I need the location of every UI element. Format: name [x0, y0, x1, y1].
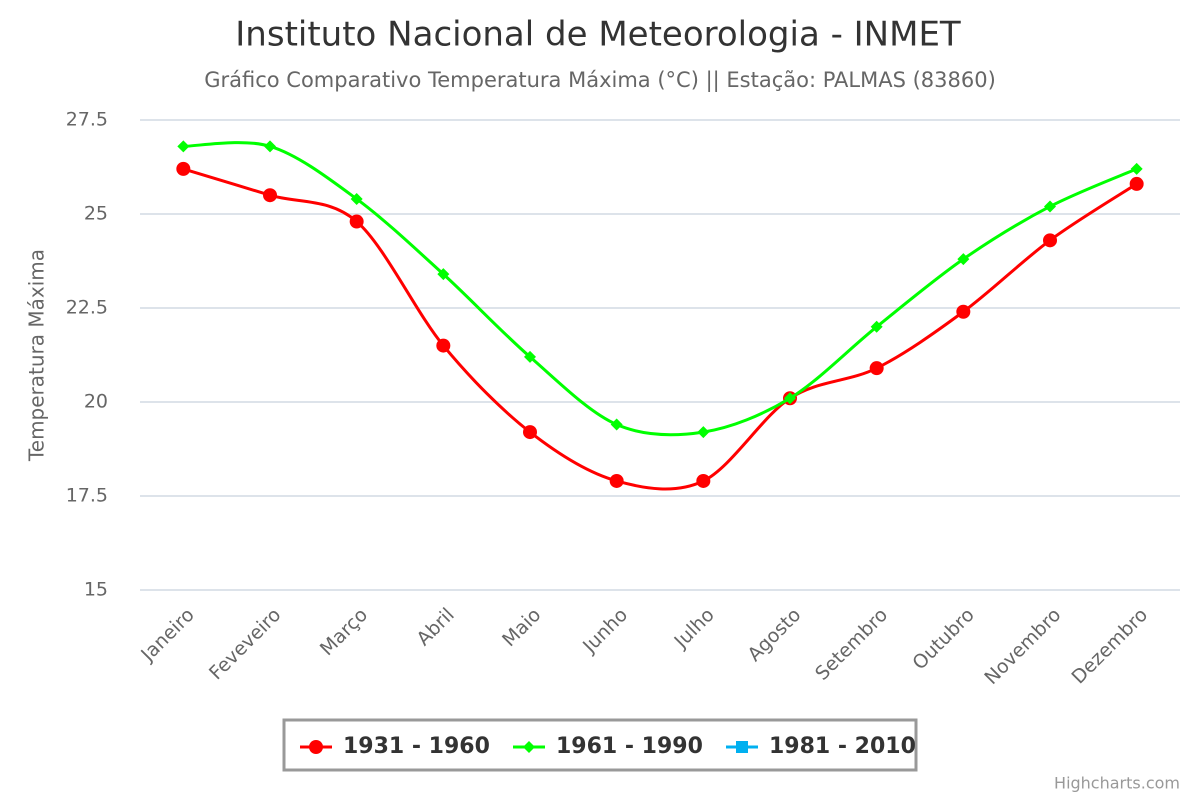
marker — [436, 338, 451, 353]
x-tick-label: Agosto — [743, 604, 805, 666]
marker — [523, 425, 537, 440]
x-tick-label: Janeiro — [136, 604, 198, 666]
x-tick-label: Março — [316, 604, 372, 660]
marker — [956, 304, 971, 319]
marker — [869, 361, 884, 376]
x-tick-label: Julho — [670, 604, 719, 653]
y-axis-title: Temperatura Máxima — [25, 249, 49, 462]
x-tick-label: Outubro — [908, 604, 978, 674]
legend-label: 1961 - 1990 — [556, 734, 703, 759]
marker — [784, 392, 796, 405]
marker — [437, 268, 450, 281]
x-tick-label: Junho — [578, 604, 632, 658]
x-tick-label: Setembro — [811, 604, 892, 685]
chart-title: Instituto Nacional de Meteorologia - INM… — [235, 15, 961, 55]
marker — [697, 426, 710, 439]
marker — [1043, 233, 1057, 248]
x-tick-label: Maio — [498, 604, 545, 651]
marker — [610, 418, 623, 431]
series-line — [183, 141, 1138, 437]
series-line — [182, 167, 1138, 491]
marker — [309, 740, 323, 754]
chart-subtitle: Gráfico Comparativo Temperatura Máxima (… — [204, 68, 996, 93]
y-tick-label: 22.5 — [66, 297, 108, 319]
x-tick-label: Dezembro — [1068, 604, 1153, 689]
credits: Highcharts.com — [1054, 774, 1180, 793]
marker — [176, 161, 191, 176]
y-tick-label: 15 — [84, 579, 108, 601]
marker — [349, 214, 364, 229]
marker — [177, 140, 190, 153]
marker — [264, 140, 276, 153]
legend-label: 1981 - 2010 — [769, 734, 916, 759]
legend-label: 1931 - 1960 — [343, 734, 490, 759]
marker — [736, 741, 748, 753]
marker — [696, 473, 711, 488]
marker — [263, 188, 277, 203]
marker — [1130, 162, 1143, 175]
x-tick-label: Abril — [412, 604, 458, 650]
marker — [1044, 200, 1056, 213]
x-tick-label: Feveveiro — [205, 604, 285, 684]
legend-box — [282, 718, 918, 772]
marker — [870, 320, 883, 333]
marker — [524, 350, 536, 363]
marker — [609, 473, 624, 488]
x-tick-label: Novembro — [980, 604, 1065, 689]
y-tick-label: 27.5 — [66, 109, 108, 131]
marker — [957, 253, 970, 266]
marker — [350, 192, 363, 205]
marker — [523, 741, 535, 753]
marker — [1129, 176, 1144, 191]
y-tick-label: 17.5 — [66, 485, 108, 507]
y-tick-label: 20 — [84, 391, 108, 413]
y-tick-label: 25 — [84, 203, 108, 225]
